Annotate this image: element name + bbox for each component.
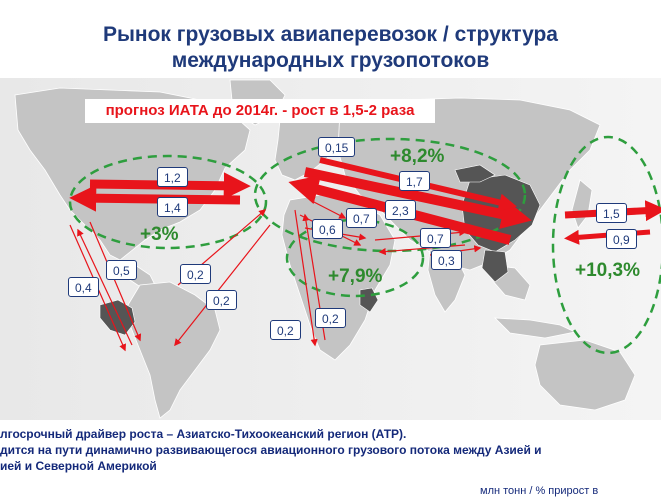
flow-label-europe-africa-south-b: 0,2 [315, 308, 346, 328]
flow-label-transatlantic-top: 1,2 [157, 167, 188, 187]
growth-atlantic: +3% [140, 224, 179, 245]
south-asia [481, 249, 509, 283]
flow-label-asia-mideast-a: 0,7 [420, 228, 451, 248]
footer-text: лгосрочный драйвер роста – Азиатско-Тихо… [0, 426, 661, 474]
pacific-region [551, 135, 661, 355]
flow-label-europe-asia-mid: 2,3 [385, 200, 416, 220]
flow-label-europe-africa: 0,6 [312, 219, 343, 239]
mideast-africa-region [285, 218, 425, 298]
flow-label-europe-mideast: 0,7 [346, 208, 377, 228]
flow-label-transpacific-top: 1,5 [596, 203, 627, 223]
footer-line-3: ией и Северной Америкой [0, 459, 157, 473]
flow-label-asia-mideast-b: 0,3 [431, 250, 462, 270]
title-line-2: международных грузопотоков [171, 49, 490, 72]
thin-flow-arrows [69, 199, 482, 352]
footer-line-1: лгосрочный драйвер роста – Азиатско-Тихо… [0, 427, 407, 441]
flow-label-europe-latam-b: 0,2 [206, 290, 237, 310]
flow-label-europe-africa-south-a: 0,2 [270, 320, 301, 340]
forecast-banner: прогноз ИАТА до 2014г. - рост в 1,5-2 ра… [85, 99, 435, 123]
growth-europe-asia: +8,2% [390, 146, 445, 167]
arrow-eu-asia-1 [303, 167, 532, 229]
growth-mideast-africa: +7,9% [328, 266, 383, 287]
source-note: млн тонн / % прирост в [480, 485, 599, 497]
flow-label-europe-latam-a: 0,2 [180, 264, 211, 284]
flow-label-europe-asia-top: 1,7 [399, 171, 430, 191]
mongolia-region [454, 164, 496, 183]
australia [534, 339, 636, 411]
flow-label-transatlantic-bottom: 1,4 [157, 197, 188, 217]
flow-label-europe-asia-small: 0,15 [318, 137, 356, 157]
growth-pacific: +10,3% [575, 260, 640, 281]
footer-line-2: дится на пути динамично развивающегося а… [0, 443, 542, 457]
title-line-1: Рынок грузовых авиаперевозок / структура [102, 23, 558, 46]
flow-label-americas-a: 0,5 [106, 260, 137, 280]
flow-label-transpacific-bottom: 0,9 [606, 229, 637, 249]
page-title: Рынок грузовых авиаперевозок / структура… [0, 22, 661, 74]
flow-label-americas-b: 0,4 [68, 277, 99, 297]
